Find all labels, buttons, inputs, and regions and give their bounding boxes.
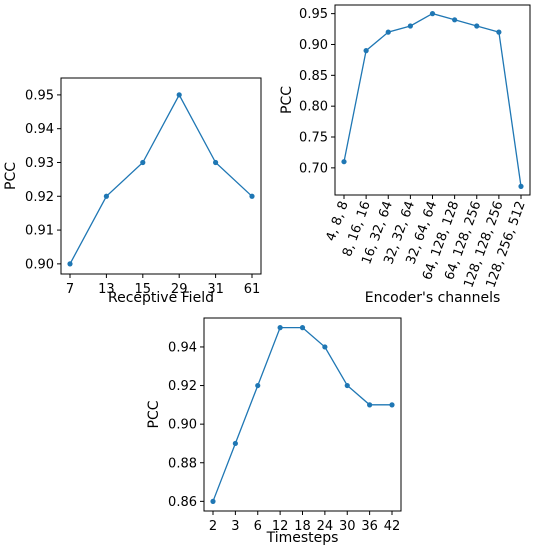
x-tick-label: 12 <box>272 519 289 534</box>
data-point <box>452 17 458 23</box>
y-tick-label: 0.91 <box>25 224 54 239</box>
x-tick-label: 24 <box>317 519 334 534</box>
y-tick-label: 0.90 <box>25 257 54 272</box>
y-tick-label: 0.95 <box>25 88 54 103</box>
x-tick-label: 15 <box>135 282 152 297</box>
x-tick-label: 2 <box>209 519 217 534</box>
x-tick-label: 7 <box>66 282 74 297</box>
y-axis-label: PCC <box>146 400 162 428</box>
data-point <box>389 402 395 408</box>
x-tick-label: 6 <box>254 519 262 534</box>
series-line <box>343 12 522 187</box>
data-point <box>429 11 436 17</box>
data-point <box>67 261 73 267</box>
y-tick-label: 0.92 <box>25 190 54 205</box>
y-tick-label: 0.85 <box>299 69 328 84</box>
data-point <box>140 159 146 166</box>
data-point <box>474 23 480 29</box>
x-tick-label: 18 <box>294 519 311 534</box>
y-axis-label: PCC <box>279 86 295 114</box>
y-tick-label: 0.80 <box>299 100 328 115</box>
x-axis-label: Timesteps <box>266 530 339 546</box>
plot-frame <box>203 317 402 512</box>
y-tick-label: 0.92 <box>168 379 197 394</box>
data-point <box>213 159 219 166</box>
data-point <box>299 325 306 331</box>
y-tick-label: 0.75 <box>299 131 328 146</box>
y-tick-label: 0.93 <box>25 156 54 171</box>
x-tick-label: 13 <box>98 282 115 297</box>
y-axis-label: PCC <box>3 162 19 190</box>
data-point <box>176 92 182 98</box>
y-tick-label: 0.90 <box>168 418 197 433</box>
encoder-channels-chart: 0.700.750.800.850.900.954, 8, 88, 16, 16… <box>279 4 531 306</box>
x-tick-label: 29 <box>171 282 188 297</box>
y-tick-label: 0.90 <box>299 38 328 53</box>
data-point <box>277 325 283 331</box>
data-point <box>496 29 502 35</box>
y-tick-label: 0.94 <box>25 122 54 137</box>
x-tick-label: 42 <box>384 519 401 534</box>
y-tick-label: 0.70 <box>299 161 328 176</box>
data-point <box>518 183 524 189</box>
data-point <box>363 48 369 54</box>
y-tick-label: 0.94 <box>168 340 197 355</box>
data-point <box>344 382 350 389</box>
x-tick-label: 31 <box>207 282 224 297</box>
data-point <box>341 159 347 165</box>
data-point <box>322 344 328 350</box>
x-tick-label: 36 <box>361 519 378 534</box>
y-tick-label: 0.88 <box>168 456 197 471</box>
receptive-field-chart: 0.90 0.91 0.92 0.93 0.94 0.95 7 13 15 29 31 61 Recep… <box>3 77 262 306</box>
y-tick-label: 0.86 <box>168 495 197 510</box>
x-axis-label: Receptive Field <box>108 290 214 306</box>
data-point <box>255 382 261 389</box>
data-point <box>232 440 238 447</box>
data-point <box>249 193 255 199</box>
x-tick-label: 30 <box>339 519 356 534</box>
data-point <box>407 23 413 29</box>
data-point <box>367 402 373 408</box>
data-point <box>210 498 216 504</box>
series-line <box>212 326 392 502</box>
timesteps-chart: 0.860.880.900.920.942 3 6 12 18 24 30 36 42Times… <box>146 317 402 546</box>
series-line <box>69 93 253 265</box>
y-tick-label: 0.95 <box>299 7 328 22</box>
data-point <box>103 193 109 199</box>
data-point <box>385 29 391 35</box>
plot-frame <box>60 77 262 275</box>
x-axis-label: Encoder's channels <box>365 290 501 306</box>
x-tick-label: 3 <box>231 519 239 534</box>
x-tick-label: 61 <box>244 282 261 297</box>
